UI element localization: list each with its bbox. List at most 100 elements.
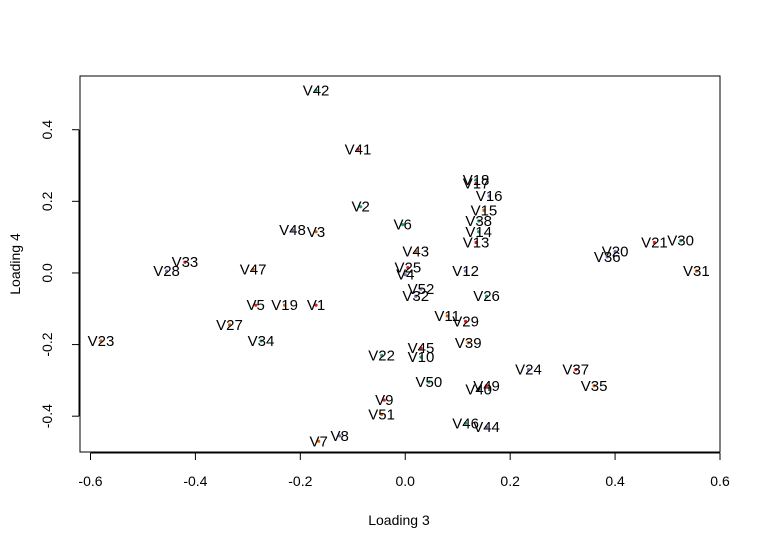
point-v1: V1: [307, 297, 325, 314]
point-marker: [259, 339, 263, 343]
point-v42: V42: [303, 82, 330, 99]
point-marker: [317, 439, 321, 443]
point-label: V23: [88, 333, 115, 350]
point-v11: V11: [434, 308, 460, 325]
point-v17: V17: [463, 175, 490, 192]
point-marker: [474, 181, 478, 186]
point-marker: [164, 269, 169, 273]
point-v5: V5: [247, 297, 265, 314]
point-label: V37: [562, 362, 589, 379]
y-tick-label: -0.2: [39, 332, 55, 356]
point-v52: V52: [408, 281, 435, 298]
x-tick-label: 0.2: [500, 473, 520, 489]
point-label: V35: [581, 378, 608, 395]
point-marker: [227, 323, 232, 327]
point-marker: [356, 147, 360, 152]
point-marker: [463, 319, 468, 323]
point-marker: [314, 303, 318, 307]
point-label: V29: [452, 313, 479, 330]
point-v49: V49: [473, 378, 500, 395]
point-marker: [477, 219, 481, 223]
point-marker: [254, 303, 258, 307]
point-v16: V16: [476, 188, 503, 205]
point-v48: V48: [279, 222, 306, 239]
point-marker: [414, 249, 418, 254]
point-v38: V38: [465, 213, 492, 230]
point-label: V47: [240, 261, 267, 278]
point-marker: [652, 240, 657, 245]
point-marker: [183, 260, 187, 264]
point-v36: V36: [594, 249, 621, 266]
point-label: V6: [393, 217, 411, 234]
point-label: V21: [641, 235, 668, 252]
point-v4: V4: [396, 267, 414, 284]
point-marker: [574, 368, 578, 372]
point-label: V31: [683, 263, 710, 280]
point-v26: V26: [473, 288, 500, 305]
point-marker: [359, 205, 363, 209]
point-marker: [679, 239, 683, 243]
point-marker: [484, 294, 489, 298]
point-marker: [99, 339, 103, 343]
point-label: V41: [345, 141, 372, 158]
point-marker: [380, 412, 384, 416]
point-label: V10: [408, 349, 435, 366]
y-tick-label: 0.2: [39, 191, 55, 211]
point-v8: V8: [330, 428, 348, 445]
point-label: V12: [452, 263, 479, 280]
point-label: V9: [375, 392, 393, 409]
point-marker: [474, 240, 478, 245]
point-label: V32: [402, 288, 429, 305]
point-marker: [484, 384, 489, 388]
point-v47: V47: [240, 261, 267, 278]
point-marker: [314, 230, 318, 234]
y-tick-label: -0.4: [39, 404, 55, 428]
point-v46: V46: [452, 415, 479, 432]
point-label: V33: [172, 254, 199, 271]
point-label: V38: [465, 213, 492, 230]
point-v3: V3: [307, 224, 325, 241]
point-marker: [463, 269, 468, 273]
point-v21: V21: [641, 235, 668, 252]
point-marker: [592, 384, 596, 388]
point-v24: V24: [515, 362, 542, 379]
point-marker: [613, 249, 617, 254]
point-label: V24: [515, 362, 542, 379]
point-marker: [445, 314, 449, 318]
point-label: V26: [473, 288, 500, 305]
point-marker: [427, 380, 431, 384]
point-label: V43: [402, 243, 429, 260]
x-axis: -0.6 -0.4 -0.2 0.0 0.2 0.4 0.6: [78, 452, 730, 489]
point-marker: [474, 178, 478, 182]
point-label: V48: [279, 222, 306, 239]
point-marker: [401, 223, 405, 227]
point-marker: [314, 88, 318, 92]
point-v2: V2: [351, 199, 369, 216]
point-label: V44: [473, 419, 500, 436]
point-label: V46: [452, 415, 479, 432]
point-v27: V27: [216, 317, 243, 334]
point-marker: [382, 398, 386, 402]
point-v25: V25: [395, 260, 422, 277]
point-v32: V32: [402, 288, 429, 305]
y-tick-label: 0.4: [39, 120, 55, 140]
point-v31: V31: [683, 263, 710, 280]
point-marker: [414, 294, 418, 298]
point-marker: [403, 273, 407, 277]
point-label: V5: [247, 297, 265, 314]
point-v44: V44: [473, 419, 500, 436]
point-label: V3: [307, 224, 325, 241]
point-v13: V13: [463, 235, 490, 252]
x-axis-label: Loading 3: [368, 512, 430, 528]
point-v18: V18: [463, 172, 490, 189]
point-marker: [477, 230, 481, 234]
point-v34: V34: [248, 333, 275, 350]
point-label: V16: [476, 188, 503, 205]
point-label: V30: [667, 233, 694, 250]
point-v43: V43: [402, 243, 429, 260]
point-label: V25: [395, 260, 422, 277]
point-v41: V41: [345, 141, 372, 158]
point-v28: V28: [153, 263, 180, 280]
